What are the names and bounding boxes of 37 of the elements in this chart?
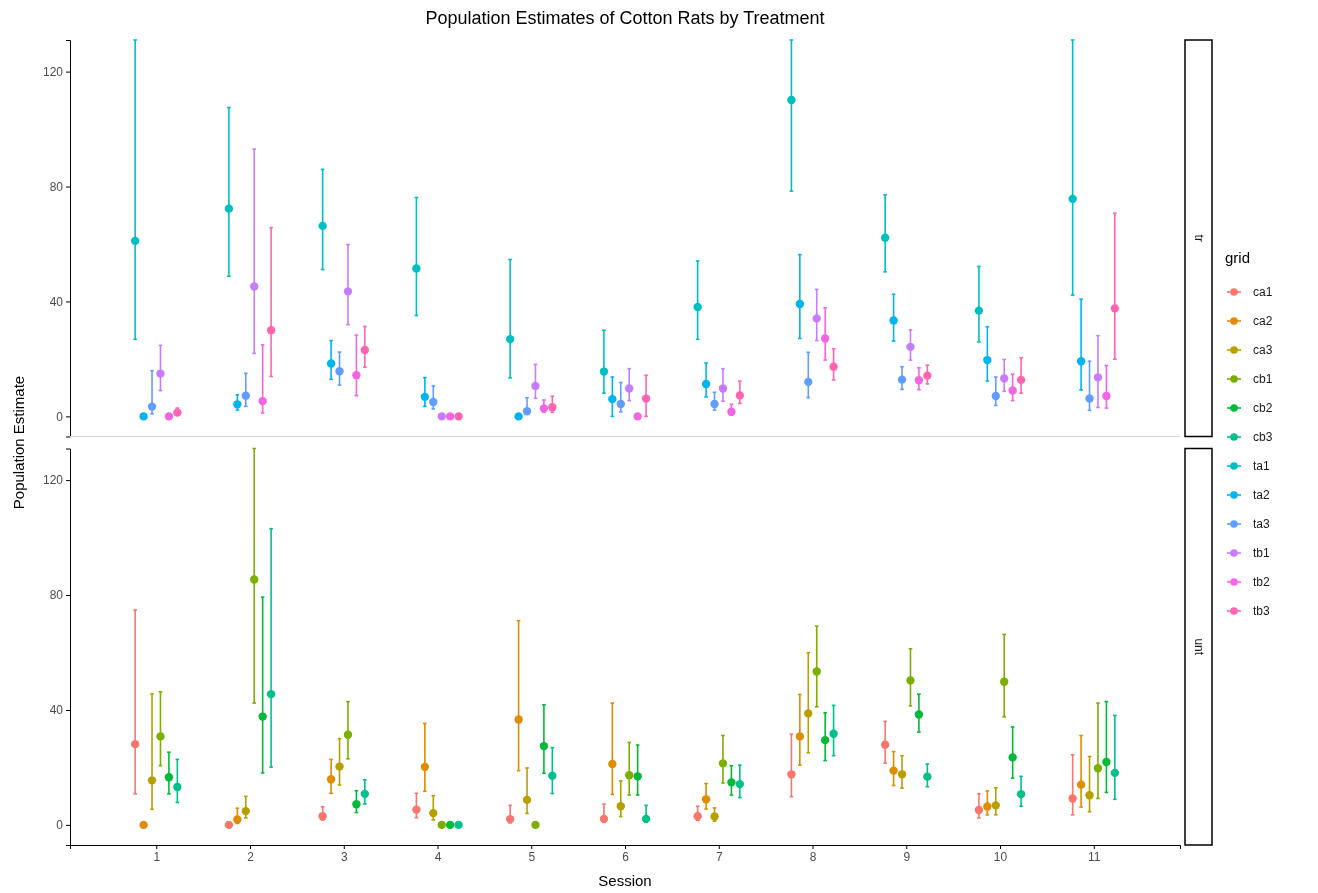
y-tick-label: 40 bbox=[49, 703, 64, 718]
x-axis-title: Session bbox=[598, 872, 652, 889]
legend-label: cb3 bbox=[1253, 430, 1273, 444]
legend-label: ta3 bbox=[1253, 517, 1271, 531]
legend-label: tb1 bbox=[1253, 546, 1271, 560]
x-tick-label: 1 bbox=[153, 849, 161, 864]
y-tick-label: 80 bbox=[49, 179, 64, 194]
x-tick-label: 9 bbox=[903, 849, 911, 864]
y-tick-label: 0 bbox=[56, 409, 64, 424]
legend-label: ta2 bbox=[1253, 488, 1271, 502]
x-tick-label: 5 bbox=[528, 849, 536, 864]
x-tick-label: 6 bbox=[622, 849, 630, 864]
legend-label: cb1 bbox=[1253, 372, 1273, 386]
x-tick-label: 3 bbox=[340, 849, 348, 864]
legend-label: ca2 bbox=[1253, 314, 1273, 328]
legend-label: ta1 bbox=[1253, 459, 1271, 473]
chart-title: Population Estimates of Cotton Rats by Treatment bbox=[425, 8, 825, 28]
y-tick-label: 80 bbox=[49, 588, 64, 603]
x-tick-label: 8 bbox=[809, 849, 817, 864]
x-tick-label: 7 bbox=[715, 849, 723, 864]
x-tick-label: 4 bbox=[434, 849, 442, 864]
x-tick-label: 10 bbox=[993, 849, 1008, 864]
x-tick-label: 11 bbox=[1088, 849, 1101, 864]
y-tick-label: 120 bbox=[42, 473, 64, 488]
y-tick-label: 40 bbox=[49, 294, 64, 309]
y-tick-label: 0 bbox=[56, 818, 64, 833]
legend-label: ca3 bbox=[1253, 343, 1273, 357]
y-tick-label: 120 bbox=[42, 64, 64, 79]
text: tr bbox=[1191, 234, 1206, 242]
legend-label: ca1 bbox=[1253, 285, 1273, 299]
legend-title: grid bbox=[1225, 249, 1251, 266]
legend-label: cb2 bbox=[1253, 401, 1273, 415]
text: unt bbox=[1191, 638, 1206, 656]
x-tick-label: 2 bbox=[247, 849, 255, 864]
legend-label: tb3 bbox=[1253, 604, 1271, 618]
legend-label: tb2 bbox=[1253, 575, 1271, 589]
y-axis-title: Population Estimate bbox=[10, 375, 27, 510]
